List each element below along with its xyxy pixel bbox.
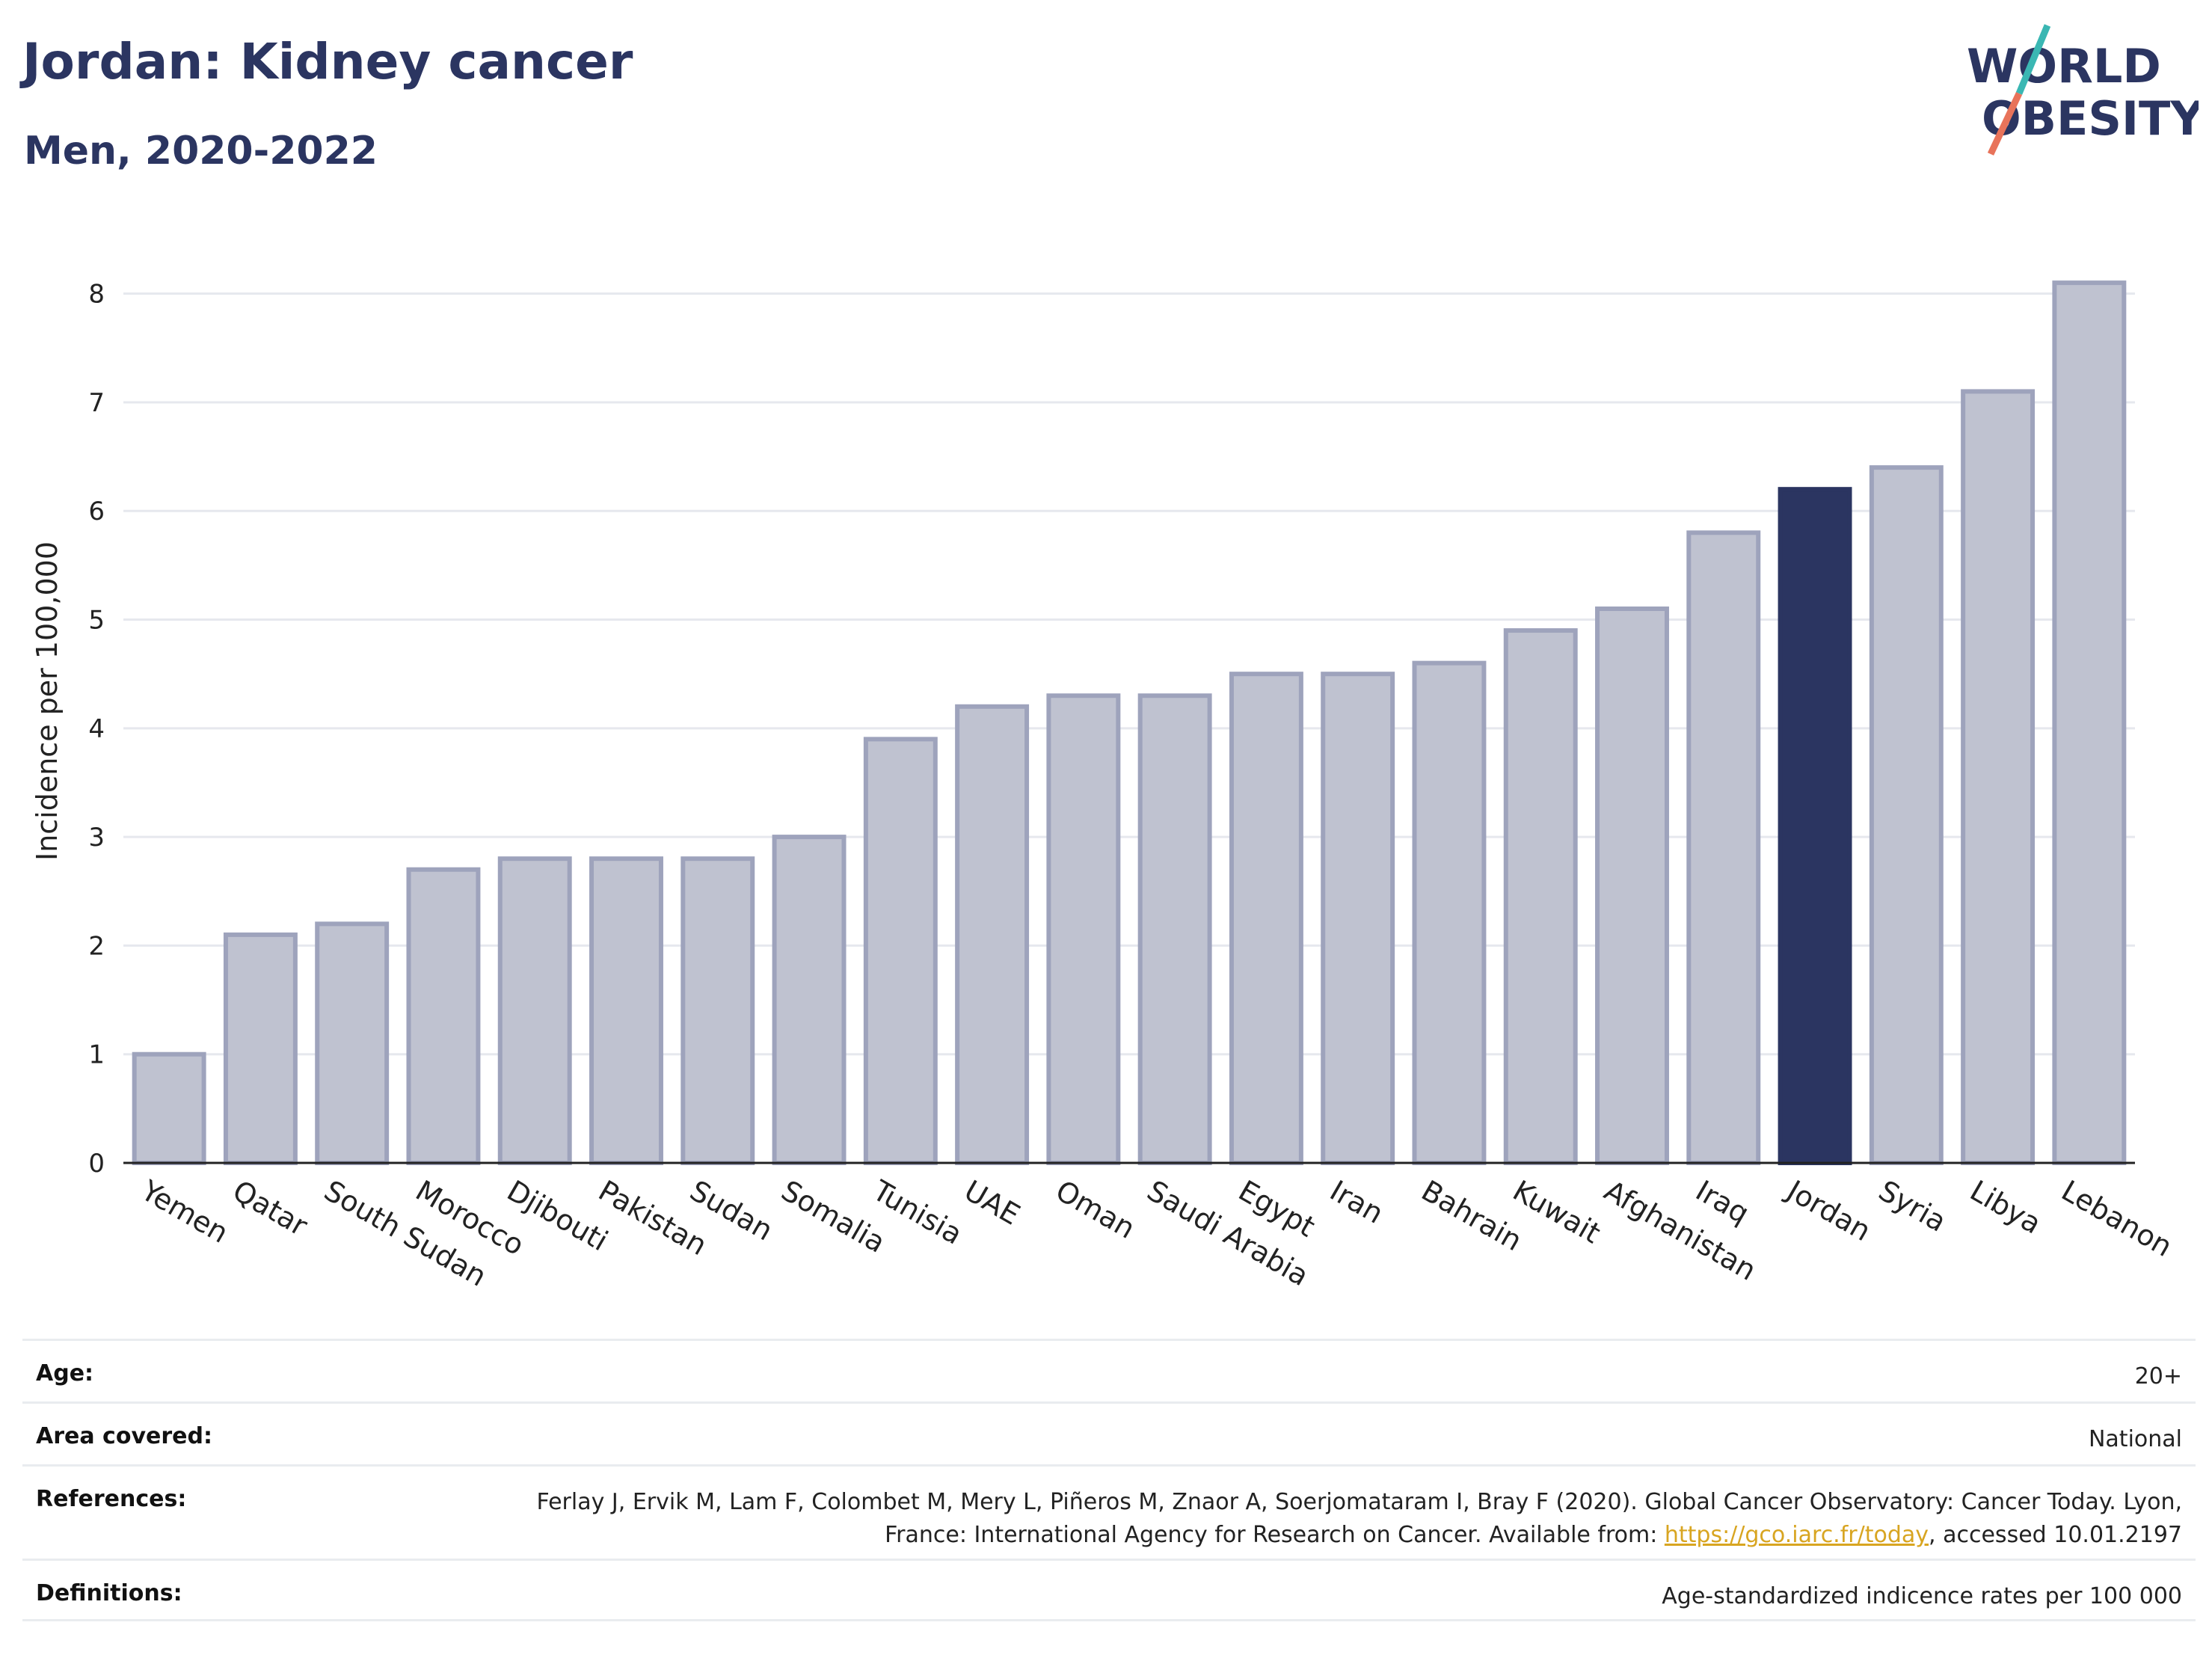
y-tick-label-2: 2 xyxy=(88,931,105,961)
x-tick-label-kuwait: Kuwait xyxy=(1508,1174,1606,1250)
x-tick-label-lebanon: Lebanon xyxy=(2056,1174,2178,1263)
y-tick-label-4: 4 xyxy=(88,714,105,744)
x-tick-label-jordan: Jordan xyxy=(1781,1173,1876,1248)
y-tick-label-7: 7 xyxy=(88,388,105,418)
info-value-definitions: Age-standardized indicence rates per 100… xyxy=(1662,1583,2182,1609)
x-tick-label-oman: Oman xyxy=(1050,1174,1140,1245)
bar-oman xyxy=(1046,693,1121,1165)
x-tick-label-iraq: Iraq xyxy=(1690,1174,1754,1230)
y-tick-label-3: 3 xyxy=(88,823,105,853)
bar-afghanistan xyxy=(1595,607,1669,1165)
info-label-definitions: Definitions: xyxy=(36,1580,182,1606)
bar-libya xyxy=(1961,389,2036,1166)
bar-morocco xyxy=(406,867,481,1165)
logo-text-line1: WORLD xyxy=(1967,39,2161,93)
y-tick-label-8: 8 xyxy=(88,280,105,310)
info-value-references: Ferlay J, Ervik M, Lam F, Colombet M, Me… xyxy=(462,1486,2182,1552)
x-tick-label-iran: Iran xyxy=(1324,1174,1389,1230)
y-tick-label-1: 1 xyxy=(88,1040,105,1070)
bar-bahrain xyxy=(1412,660,1487,1165)
x-tick-label-syria: Syria xyxy=(1873,1174,1952,1238)
bar-saudi-arabia xyxy=(1137,693,1212,1165)
reference-accessed: , accessed 10.01.2197 xyxy=(1929,1522,2182,1548)
info-label-area: Area covered: xyxy=(36,1423,212,1449)
bar-iraq xyxy=(1686,530,1761,1165)
y-tick-label-6: 6 xyxy=(88,497,105,526)
x-tick-label-somalia: Somalia xyxy=(776,1174,891,1259)
chart-title: Jordan: Kidney cancer xyxy=(22,33,633,90)
logo-slash-coral xyxy=(1987,92,2023,156)
info-value-age: 20+ xyxy=(2134,1363,2182,1390)
info-value-area: National xyxy=(2088,1426,2182,1452)
info-row-references: References: Ferlay J, Ervik M, Lam F, Co… xyxy=(22,1464,2196,1559)
bar-iran xyxy=(1321,672,1395,1165)
y-axis-label: Incidence per 100,000 xyxy=(31,541,64,861)
info-table: Age: 20+ Area covered: National Referenc… xyxy=(22,1339,2196,1621)
y-tick-label-0: 0 xyxy=(88,1149,105,1179)
bar-south-sudan xyxy=(315,921,390,1166)
bar-lebanon xyxy=(2052,280,2127,1165)
chart-subtitle: Men, 2020-2022 xyxy=(24,129,378,174)
bar-sudan xyxy=(681,856,755,1165)
bar-somalia xyxy=(772,835,847,1166)
x-tick-label-libya: Libya xyxy=(1964,1174,2047,1241)
bar-qatar xyxy=(223,932,298,1165)
x-tick-label-bahrain: Bahrain xyxy=(1416,1174,1527,1258)
info-row-area: Area covered: National xyxy=(22,1401,2196,1464)
bar-kuwait xyxy=(1503,628,1578,1165)
y-tick-label-5: 5 xyxy=(88,606,105,636)
info-row-definitions: Definitions: Age-standardized indicence … xyxy=(22,1559,2196,1621)
x-tick-label-uae: UAE xyxy=(959,1174,1025,1232)
bar-tunisia xyxy=(863,737,938,1165)
bar-egypt xyxy=(1229,672,1303,1165)
info-row-age: Age: 20+ xyxy=(22,1339,2196,1401)
bar-syria xyxy=(1869,465,1944,1165)
bar-yemen xyxy=(132,1051,206,1166)
bar-jordan xyxy=(1778,487,1852,1166)
bar-pakistan xyxy=(589,856,663,1165)
world-obesity-logo: WORLD OBESITY xyxy=(1967,24,2199,156)
bar-uae xyxy=(955,704,1030,1165)
reference-link[interactable]: https://gco.iarc.fr/today xyxy=(1664,1522,1929,1548)
logo-slash-teal xyxy=(2015,24,2051,95)
info-label-age: Age: xyxy=(36,1360,94,1387)
reference-text: Ferlay J, Ervik M, Lam F, Colombet M, Me… xyxy=(536,1489,2182,1548)
x-tick-label-qatar: Qatar xyxy=(227,1174,313,1243)
info-label-references: References: xyxy=(36,1486,187,1512)
x-tick-label-yemen: Yemen xyxy=(135,1173,234,1250)
bar-djibouti xyxy=(497,856,572,1165)
bar-chart: 0 1 2 3 4 5 6 7 8 Incidence per 100,000 YemenQatar… xyxy=(31,280,2178,1293)
